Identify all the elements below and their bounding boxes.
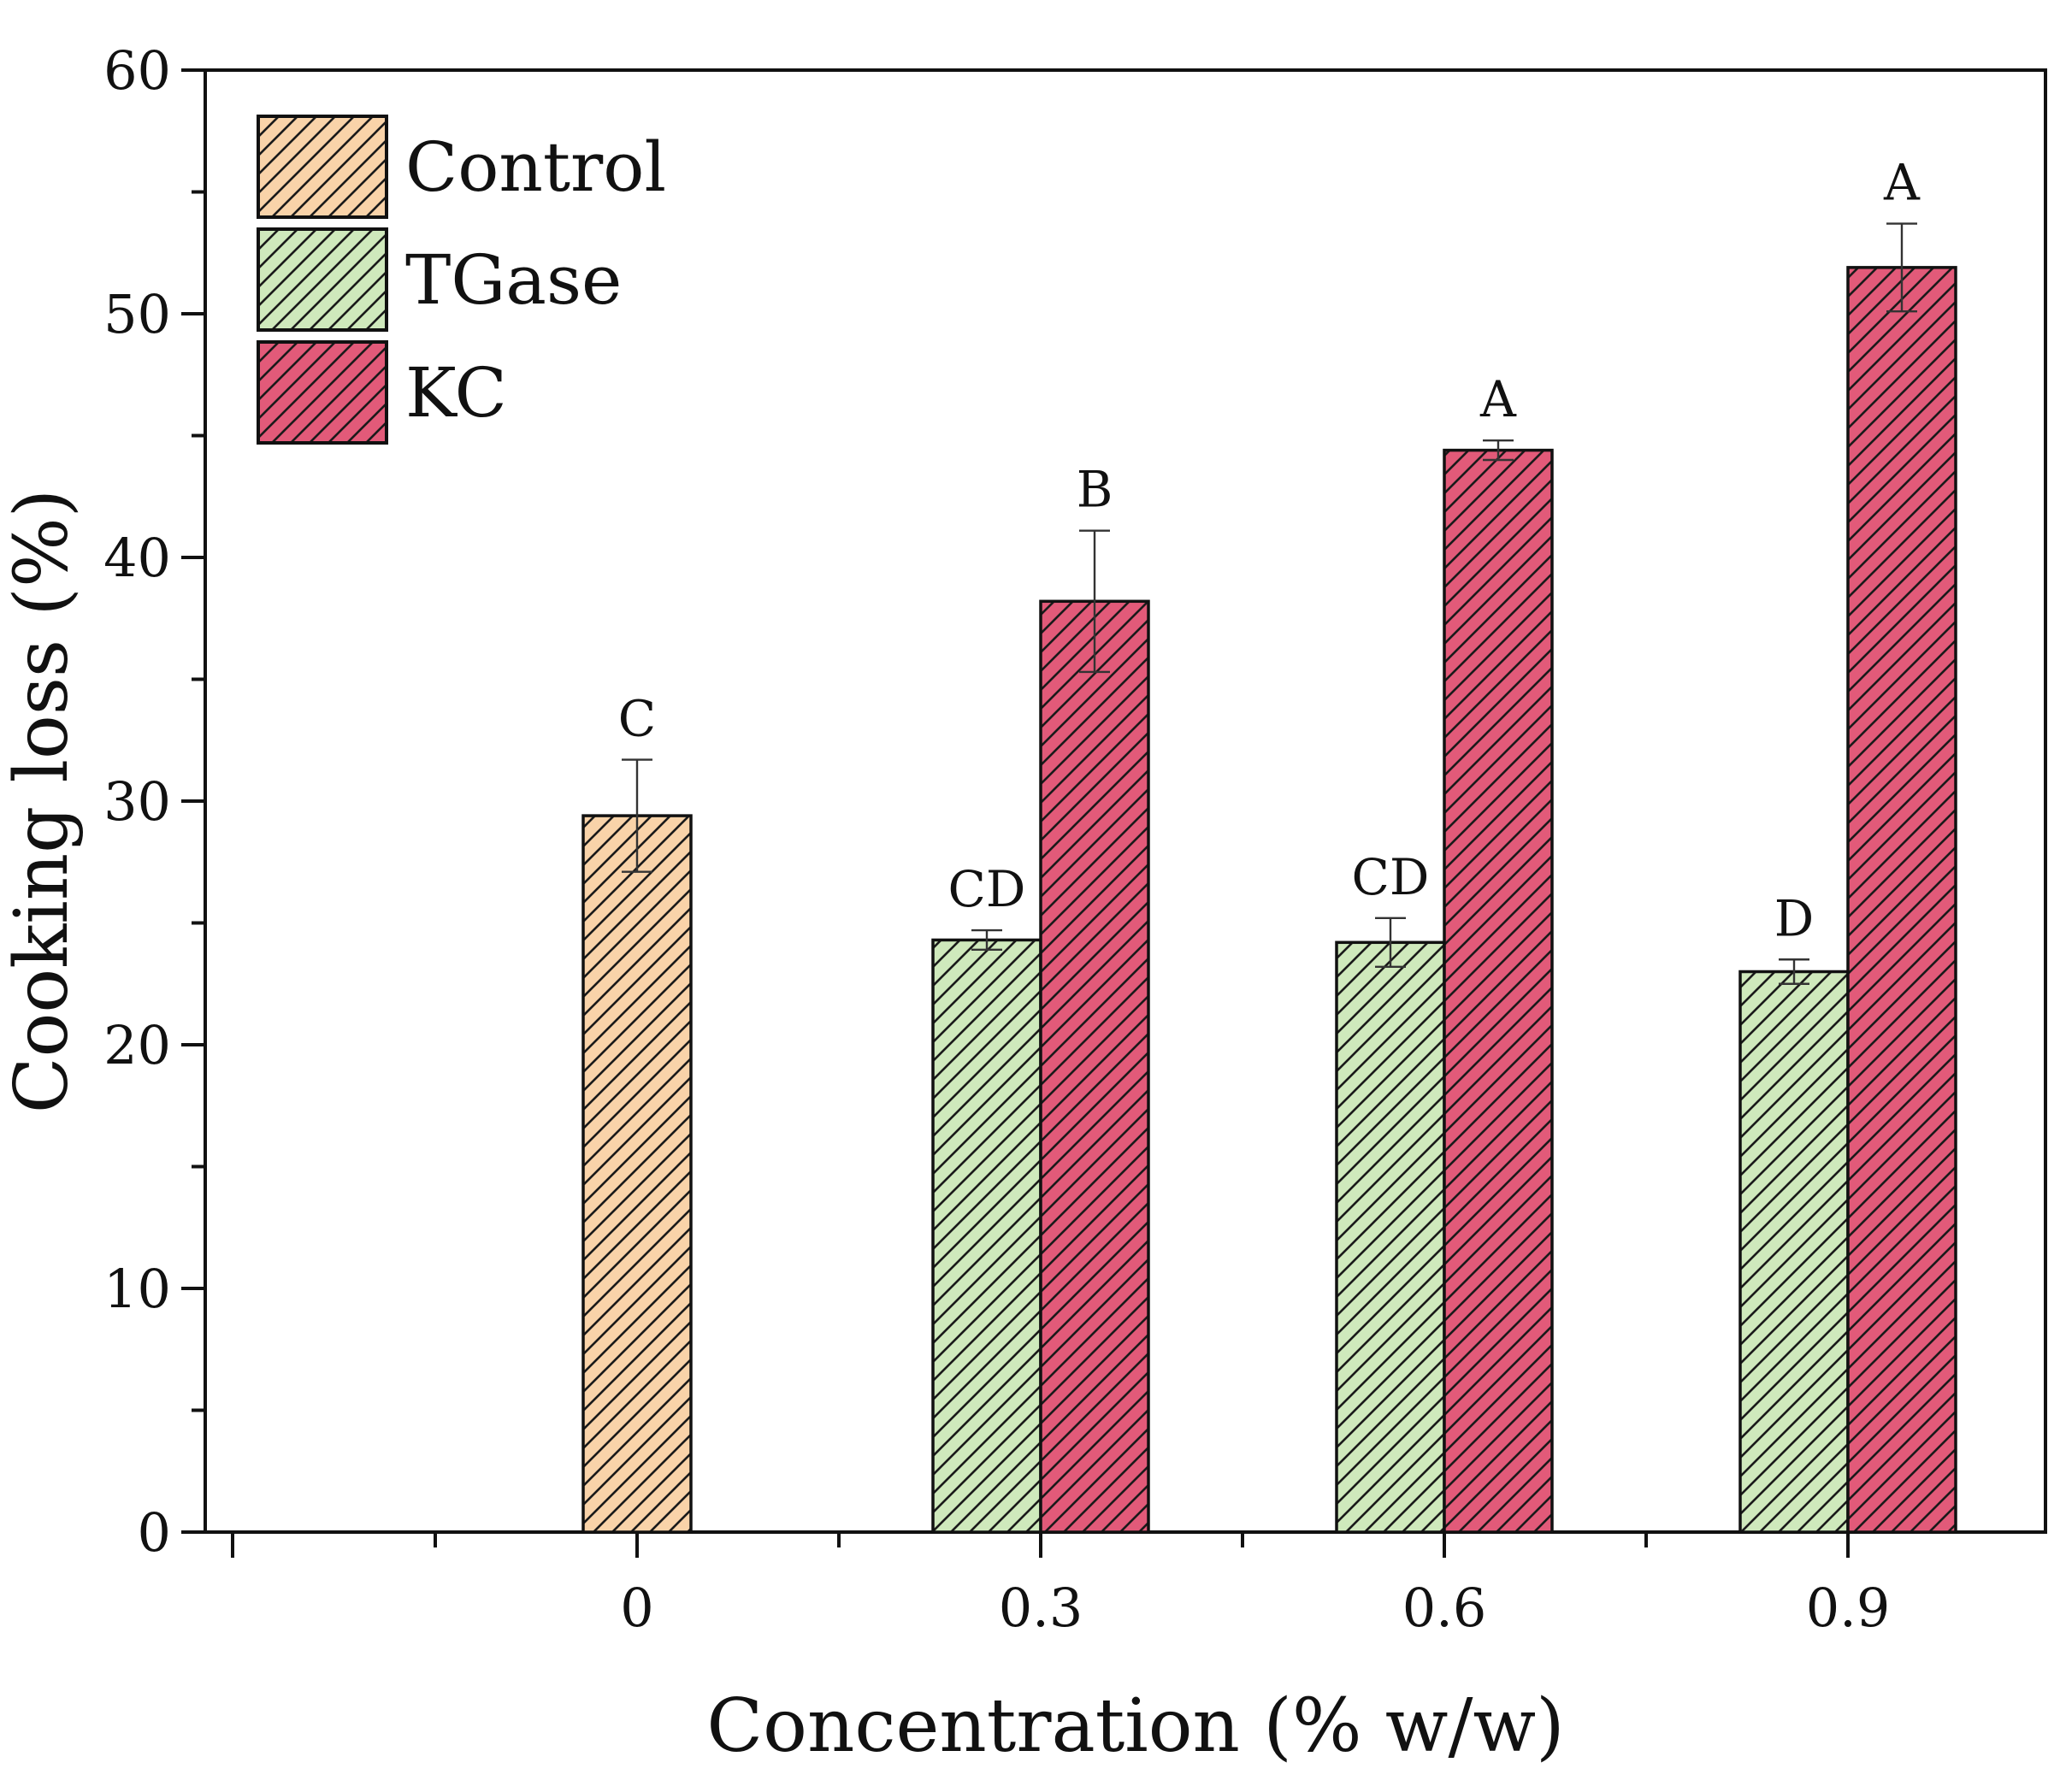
x-axis: 0 0.3 0.6 0.9 bbox=[231, 1530, 2045, 1639]
bar-tgase bbox=[1738, 970, 1850, 1534]
bars bbox=[581, 266, 1957, 1534]
significance-letter: B bbox=[1077, 461, 1113, 519]
legend-swatch-control bbox=[257, 115, 388, 219]
error-bars bbox=[622, 222, 1917, 985]
significance-labels: C CD B CD A D A bbox=[618, 154, 1921, 948]
y-tick-label: 50 bbox=[103, 283, 171, 345]
x-tick-label: 0.9 bbox=[1806, 1577, 1891, 1639]
y-tick-label: 0 bbox=[138, 1501, 171, 1564]
x-axis-title: Concentration (% w/w) bbox=[706, 1683, 1564, 1769]
x-tick-label: 0.6 bbox=[1402, 1577, 1487, 1639]
significance-letter: A bbox=[1883, 154, 1921, 212]
bar-tgase bbox=[1335, 940, 1446, 1534]
bar-kc bbox=[1039, 599, 1150, 1534]
bar-tgase bbox=[931, 938, 1042, 1534]
significance-letter: C bbox=[618, 690, 656, 748]
y-axis-title: Cooking loss (%) bbox=[0, 489, 85, 1113]
significance-letter: CD bbox=[948, 860, 1026, 918]
bar-kc bbox=[1443, 448, 1554, 1534]
y-tick-label: 40 bbox=[103, 527, 171, 589]
bar-control bbox=[581, 814, 693, 1534]
legend-label-tgase: TGase bbox=[405, 240, 622, 320]
bar-kc bbox=[1846, 266, 1957, 1534]
y-tick-label: 30 bbox=[103, 770, 171, 833]
y-tick-label: 10 bbox=[103, 1258, 171, 1320]
legend-label-kc: KC bbox=[405, 353, 507, 433]
y-axis: 0 10 20 30 40 50 60 bbox=[103, 39, 205, 1564]
legend: Control TGase KC bbox=[257, 115, 666, 445]
significance-letter: CD bbox=[1352, 848, 1430, 906]
legend-swatch-kc bbox=[257, 340, 388, 445]
x-tick-label: 0 bbox=[620, 1577, 653, 1639]
y-tick-label: 20 bbox=[103, 1014, 171, 1076]
y-tick-label: 60 bbox=[103, 39, 171, 102]
significance-letter: A bbox=[1479, 370, 1517, 428]
x-tick-label: 0.3 bbox=[999, 1577, 1083, 1639]
significance-letter: D bbox=[1774, 889, 1815, 947]
legend-swatch-tgase bbox=[257, 227, 388, 332]
legend-label-control: Control bbox=[405, 127, 666, 207]
